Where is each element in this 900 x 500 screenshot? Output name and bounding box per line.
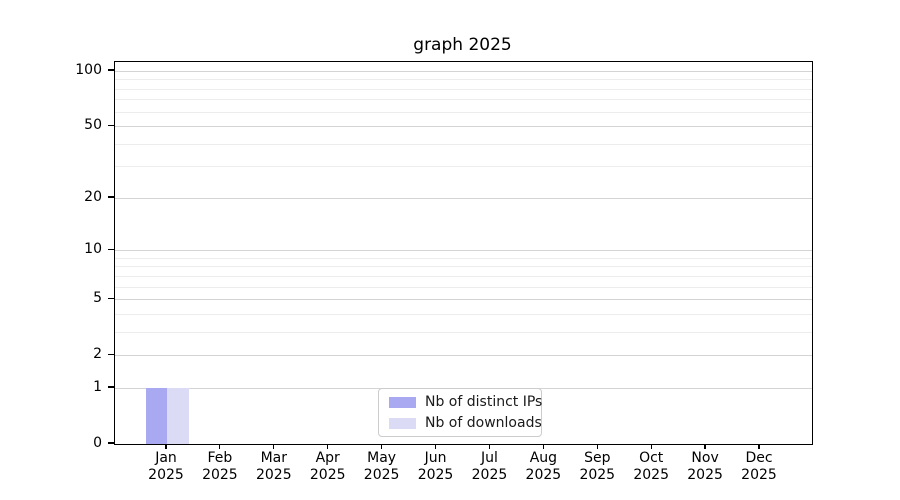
major-gridline	[115, 126, 812, 128]
plot-area	[114, 61, 813, 445]
y-axis-tick	[108, 196, 114, 198]
major-gridline	[115, 299, 812, 301]
minor-gridline	[115, 143, 812, 145]
minor-gridline	[115, 88, 812, 90]
minor-gridline	[115, 331, 812, 333]
y-axis-tick-label: 10	[84, 241, 102, 258]
x-axis-tick	[327, 444, 329, 449]
x-axis-tick-label: Oct 2025	[633, 450, 669, 483]
minor-gridline	[115, 257, 812, 259]
x-axis-tick-label: Jan 2025	[148, 450, 184, 483]
x-axis-tick-label: Dec 2025	[741, 450, 777, 483]
x-axis-tick	[273, 444, 275, 449]
y-axis-tick	[108, 442, 114, 444]
x-axis-tick-label: Jun 2025	[417, 450, 454, 483]
x-axis-tick	[596, 444, 598, 449]
x-axis-tick	[381, 444, 383, 449]
y-axis-tick-label: 5	[93, 290, 102, 307]
x-axis-tick	[758, 444, 760, 449]
x-axis-tick	[704, 444, 706, 449]
y-axis-tick	[108, 69, 114, 71]
legend-swatch-downloads	[389, 417, 416, 429]
minor-gridline	[115, 166, 812, 168]
x-axis-tick-label: Sep 2025	[579, 450, 616, 483]
x-axis-tick	[165, 444, 167, 449]
minor-gridline	[115, 275, 812, 277]
y-axis-tick	[108, 124, 114, 126]
major-gridline	[115, 197, 812, 199]
y-axis-tick-label: 100	[75, 62, 102, 78]
bar-distinct-ips	[145, 387, 167, 444]
y-axis-tick	[108, 248, 114, 250]
x-axis-tick-label: Nov 2025	[687, 450, 723, 483]
x-axis-tick	[219, 444, 221, 449]
minor-gridline	[115, 266, 812, 268]
minor-gridline	[115, 286, 812, 288]
major-gridline	[115, 355, 812, 357]
legend-label-downloads: Nb of downloads	[425, 414, 542, 431]
y-axis-tick-label: 50	[84, 117, 102, 134]
x-axis-tick-label: Feb 2025	[202, 450, 238, 483]
x-axis-tick	[650, 444, 652, 449]
y-axis-tick-label: 20	[84, 188, 102, 205]
x-axis-tick	[488, 444, 491, 449]
minor-gridline	[115, 313, 812, 315]
y-axis-tick-label: 0	[93, 435, 102, 451]
x-axis-tick	[434, 444, 437, 449]
minor-gridline	[115, 111, 812, 113]
major-gridline	[115, 250, 812, 252]
y-axis-tick	[108, 386, 114, 388]
legend-item-distinct-ips: Nb of distinct IPs	[389, 394, 542, 411]
legend: Nb of distinct IPs Nb of downloads	[378, 388, 542, 437]
y-axis-tick	[108, 297, 114, 299]
legend-label-distinct-ips: Nb of distinct IPs	[425, 393, 543, 410]
y-axis-tick-label: 1	[93, 378, 102, 395]
y-axis-tick	[108, 353, 114, 355]
legend-swatch-distinct-ips	[389, 396, 416, 408]
minor-gridline	[115, 79, 812, 81]
x-axis-tick-label: Jul 2025	[471, 450, 508, 483]
legend-item-downloads: Nb of downloads	[389, 415, 542, 432]
chart-title: graph 2025	[413, 35, 512, 55]
x-axis-tick-label: May 2025	[363, 450, 400, 483]
major-gridline	[115, 71, 812, 72]
x-axis-tick-label: Aug 2025	[525, 450, 562, 483]
x-axis-tick-label: Mar 2025	[255, 450, 292, 483]
y-axis-tick-label: 2	[93, 346, 102, 363]
x-axis-tick-label: Apr 2025	[309, 450, 346, 483]
x-axis-tick	[542, 444, 544, 449]
minor-gridline	[115, 99, 812, 101]
bar-downloads	[167, 387, 189, 444]
